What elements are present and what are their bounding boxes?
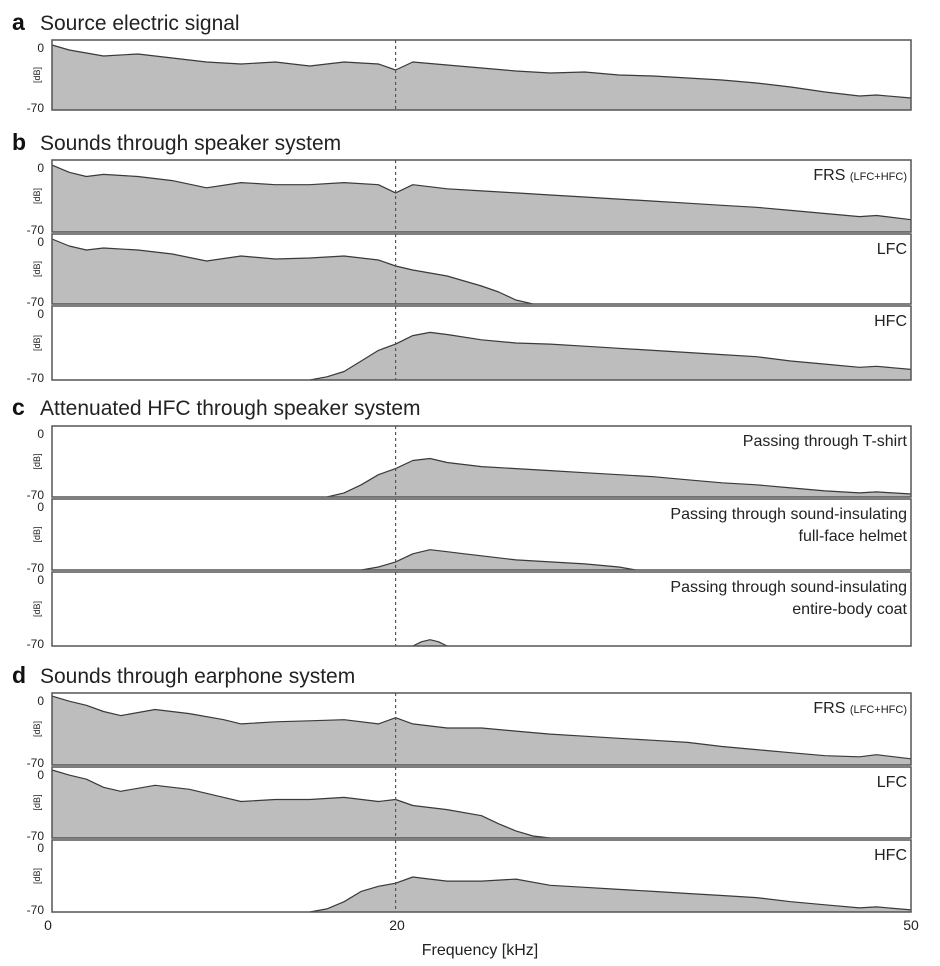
spectrum-panel: 0 -70 [dB] Passing through sound-insulating… xyxy=(27,498,912,575)
x-tick-label: 50 xyxy=(903,917,919,933)
y-tick-label: 0 xyxy=(37,235,44,249)
spectrum-line xyxy=(326,457,912,498)
spectrum-line xyxy=(309,876,912,913)
y-axis-unit: [dB] xyxy=(32,335,42,351)
panel-label-line2: entire-body coat xyxy=(792,601,907,618)
spectrum-panel: 0 -70 [dB] xyxy=(27,39,912,115)
y-axis-unit: [dB] xyxy=(32,721,42,737)
panel-frame xyxy=(51,39,912,111)
y-tick-label: 0 xyxy=(37,427,44,441)
spectrum-line xyxy=(309,331,912,381)
spectrum-panel: 0 -70 [dB] HFC xyxy=(27,839,912,917)
y-tick-label: -70 xyxy=(27,756,45,770)
section-letter: c xyxy=(12,394,25,420)
panel-label-sub: (LFC+HFC) xyxy=(850,171,907,183)
panel-label: Passing through sound-insulating xyxy=(670,506,907,523)
spectrum-line xyxy=(412,639,448,647)
spectrum-area xyxy=(52,239,533,304)
y-tick-label: 0 xyxy=(37,573,44,587)
panel-label-line2: full-face helmet xyxy=(799,528,908,545)
y-tick-label: 0 xyxy=(37,768,44,782)
y-tick-label: -70 xyxy=(27,101,45,115)
y-tick-label: 0 xyxy=(37,41,44,55)
y-axis-unit: [dB] xyxy=(32,67,42,83)
y-tick-label: -70 xyxy=(27,829,45,843)
spectrum-area xyxy=(326,458,911,497)
panel-label: HFC xyxy=(874,847,907,864)
panel-label-sub: (LFC+HFC) xyxy=(850,704,907,716)
frequency-axis: 0 20 50 Frequency [kHz] xyxy=(44,917,919,959)
panel-label: LFC xyxy=(877,241,907,258)
panel-label: Passing through sound-insulating xyxy=(670,579,907,596)
spectrum-line xyxy=(51,769,551,839)
panel-frame xyxy=(51,159,912,233)
spectrum-area xyxy=(309,877,911,912)
y-axis-unit: [dB] xyxy=(32,601,42,617)
panel-frame xyxy=(51,839,912,913)
spectrum-area xyxy=(361,549,637,570)
panel-frame xyxy=(51,233,912,305)
panel-frame xyxy=(51,766,912,839)
panel-label: Passing through T-shirt xyxy=(743,433,908,450)
section-title: Attenuated HFC through speaker system xyxy=(40,397,421,420)
y-tick-label: 0 xyxy=(37,841,44,855)
section-title: Source electric signal xyxy=(40,12,240,35)
y-tick-label: 0 xyxy=(37,500,44,514)
y-axis-unit: [dB] xyxy=(32,261,42,277)
spectrum-panel: 0 -70 [dB] LFC xyxy=(27,233,912,309)
y-tick-label: 0 xyxy=(37,161,44,175)
y-tick-label: -70 xyxy=(27,371,45,385)
panel-label: LFC xyxy=(877,774,907,791)
y-tick-label: -70 xyxy=(27,903,45,917)
section-title: Sounds through earphone system xyxy=(40,665,355,688)
y-tick-label: -70 xyxy=(27,561,45,575)
spectrum-panel: 0 -70 [dB] FRS (LFC+HFC) xyxy=(27,692,912,770)
panel-label: HFC xyxy=(874,313,907,330)
y-axis-unit: [dB] xyxy=(32,188,42,204)
spectrum-area xyxy=(52,770,551,838)
spectrum-panel: 0 -70 [dB] HFC xyxy=(27,305,912,385)
section-letter: a xyxy=(12,9,25,35)
y-tick-label: -70 xyxy=(27,295,45,309)
y-axis-unit: [dB] xyxy=(32,868,42,884)
y-tick-label: 0 xyxy=(37,694,44,708)
section-letter: b xyxy=(12,129,26,155)
x-axis-label: Frequency [kHz] xyxy=(422,942,538,959)
spectrum-line xyxy=(51,164,912,221)
spectrum-panel: 0 -70 [dB] LFC xyxy=(27,766,912,843)
y-axis-unit: [dB] xyxy=(32,794,42,810)
spectrum-area xyxy=(412,639,448,646)
panel-frame xyxy=(51,425,912,498)
y-tick-label: -70 xyxy=(27,223,45,237)
spectrum-line xyxy=(51,695,912,760)
panel-label: FRS (LFC+HFC) xyxy=(813,167,907,184)
panel-frame xyxy=(51,571,912,647)
spectrum-line xyxy=(51,238,534,305)
section-title: Sounds through speaker system xyxy=(40,132,341,155)
spectrum-area xyxy=(52,165,911,232)
y-tick-label: -70 xyxy=(27,488,45,502)
spectrum-panel: 0 -70 [dB] Passing through sound-insulating… xyxy=(27,571,912,651)
y-axis-unit: [dB] xyxy=(32,526,42,542)
y-axis-unit: [dB] xyxy=(32,453,42,469)
panel-label: FRS (LFC+HFC) xyxy=(813,700,907,717)
y-tick-label: 0 xyxy=(37,307,44,321)
panel-frame xyxy=(51,498,912,571)
spectrum-line xyxy=(51,44,912,99)
spectrum-panel: 0 -70 [dB] FRS (LFC+HFC) xyxy=(27,159,912,237)
spectrum-area xyxy=(309,332,911,380)
panel-frame xyxy=(51,305,912,381)
y-tick-label: -70 xyxy=(27,637,45,651)
spectrum-area xyxy=(52,696,911,765)
spectrum-panel: 0 -70 [dB] Passing through T-shirt xyxy=(27,425,912,502)
x-tick-label: 20 xyxy=(389,917,405,933)
spectrum-area xyxy=(52,45,911,110)
x-tick-label: 0 xyxy=(44,917,52,933)
panel-frame xyxy=(51,692,912,766)
section-letter: d xyxy=(12,662,26,688)
